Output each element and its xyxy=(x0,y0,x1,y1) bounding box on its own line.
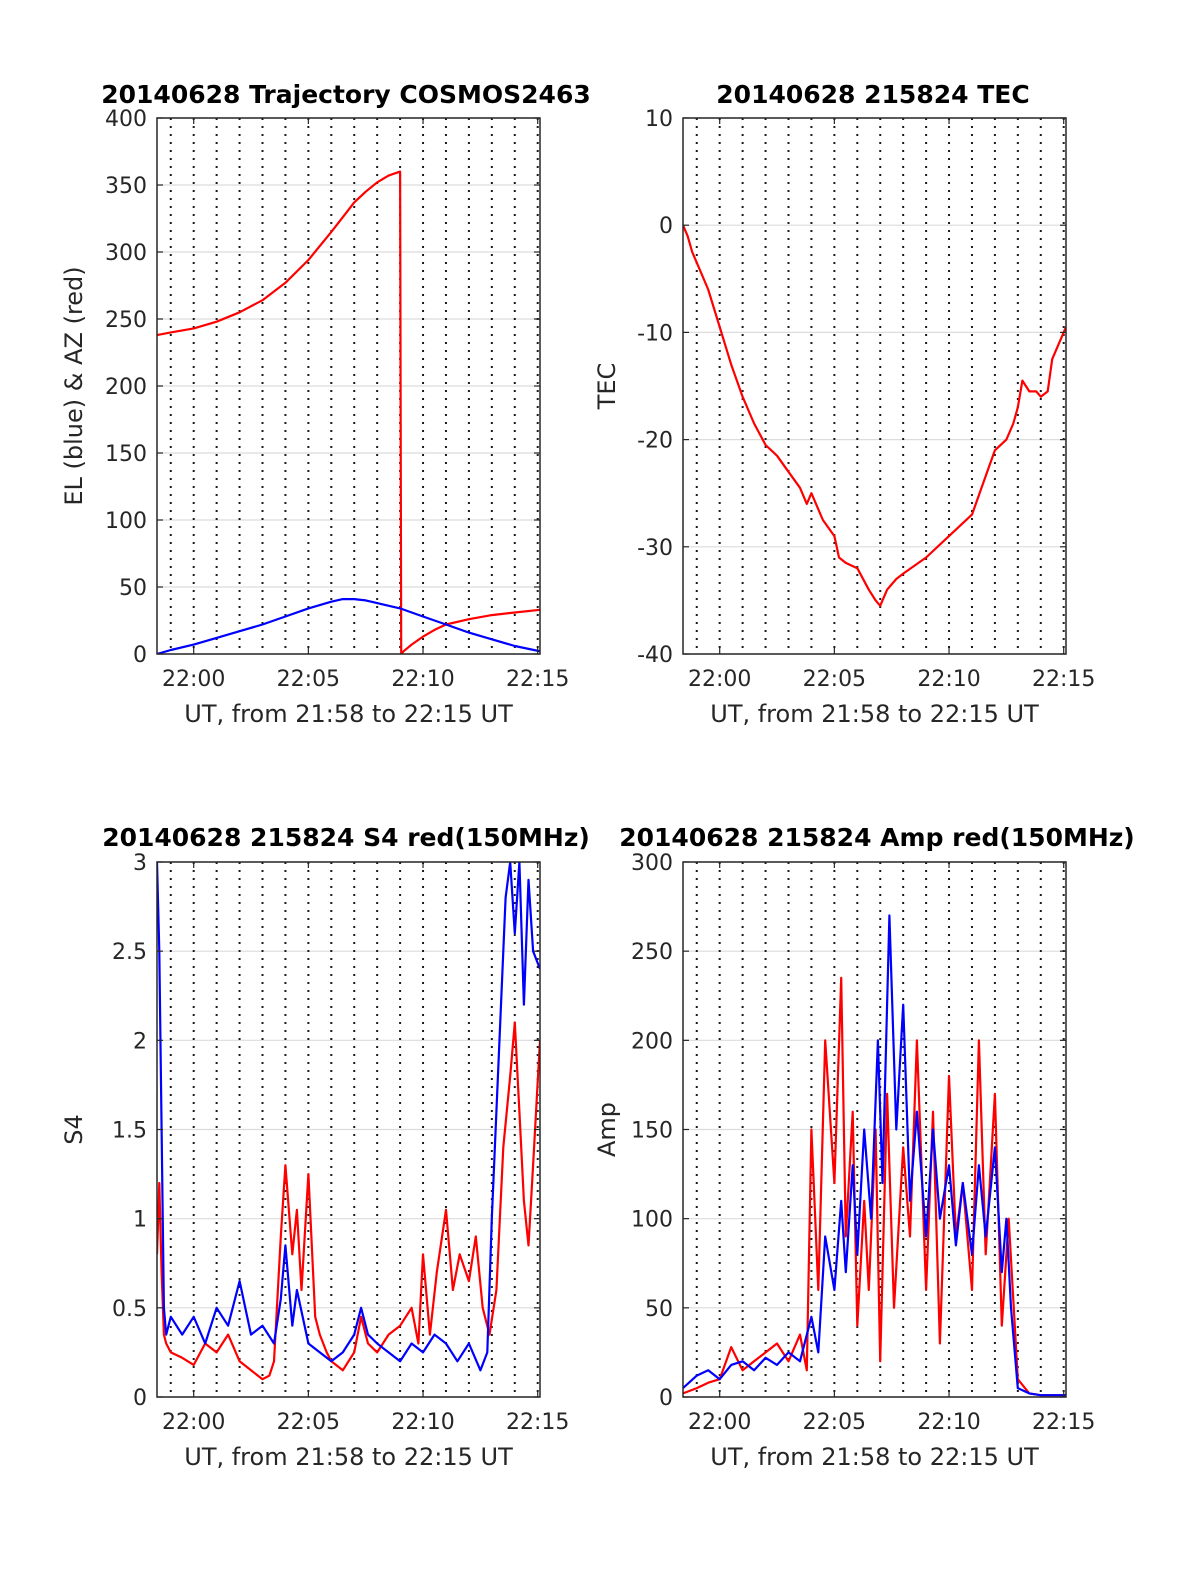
x-tick-label: 22:05 xyxy=(277,1410,340,1435)
y-tick-label: 50 xyxy=(119,576,147,601)
x-tick-label: 22:05 xyxy=(803,667,866,692)
y-axis-label: S4 xyxy=(60,1114,88,1145)
x-tick-label: 22:05 xyxy=(803,1410,866,1435)
y-tick-label: 100 xyxy=(105,509,147,534)
series-line-2 xyxy=(683,914,1066,1397)
series-line-1 xyxy=(157,170,540,654)
x-axis-label: UT, from 21:58 to 22:15 UT xyxy=(710,700,1039,728)
x-tick-label: 22:15 xyxy=(506,1410,569,1435)
chart-title: 20140628 215824 Amp red(150MHz) xyxy=(619,823,1135,852)
y-tick-label: 350 xyxy=(105,174,147,199)
chart-title: 20140628 215824 S4 red(150MHz) xyxy=(102,823,590,852)
y-tick-label: 200 xyxy=(105,375,147,400)
y-tick-label: 0 xyxy=(133,1386,147,1411)
y-tick-label: 150 xyxy=(631,1119,673,1144)
y-tick-label: 400 xyxy=(105,107,147,132)
y-tick-label: -10 xyxy=(637,321,673,346)
y-tick-label: 2 xyxy=(133,1029,147,1054)
x-tick-label: 22:00 xyxy=(688,667,751,692)
series-line-1 xyxy=(683,224,1066,607)
x-tick-label: 22:10 xyxy=(917,667,980,692)
x-tick-label: 22:00 xyxy=(162,667,225,692)
y-tick-label: 50 xyxy=(645,1297,673,1322)
x-tick-label: 22:05 xyxy=(277,667,340,692)
y-tick-label: 300 xyxy=(105,241,147,266)
x-axis-label: UT, from 21:58 to 22:15 UT xyxy=(184,700,513,728)
series-line-2 xyxy=(157,598,540,654)
y-tick-label: 0 xyxy=(659,1386,673,1411)
x-tick-label: 22:10 xyxy=(391,667,454,692)
y-tick-label: 10 xyxy=(645,107,673,132)
y-tick-label: 250 xyxy=(105,308,147,333)
y-axis-label: TEC xyxy=(593,363,621,411)
y-tick-label: 300 xyxy=(631,851,673,876)
y-tick-label: 150 xyxy=(105,442,147,467)
y-axis-label: Amp xyxy=(593,1102,621,1157)
series-line-2 xyxy=(157,862,540,1372)
series-line-1 xyxy=(683,976,1066,1397)
x-tick-label: 22:15 xyxy=(1032,1410,1095,1435)
x-tick-label: 22:00 xyxy=(162,1410,225,1435)
y-tick-label: -30 xyxy=(637,536,673,561)
y-tick-label: -20 xyxy=(637,429,673,454)
x-tick-label: 22:10 xyxy=(391,1410,454,1435)
y-tick-label: 0 xyxy=(659,214,673,239)
y-tick-label: 100 xyxy=(631,1208,673,1233)
chart-panel-2: -40 -30 -20 -10 0 10 22:00 22:05 22:10 22:15 UT, f… xyxy=(593,80,1095,728)
y-tick-label: 1 xyxy=(133,1208,147,1233)
y-tick-label: -40 xyxy=(637,643,673,668)
x-axis-label: UT, from 21:58 to 22:15 UT xyxy=(184,1443,513,1471)
y-tick-label: 2.5 xyxy=(112,940,147,965)
y-tick-label: 200 xyxy=(631,1029,673,1054)
chart-title: 20140628 215824 TEC xyxy=(716,80,1029,109)
y-axis-label: EL (blue) & AZ (red) xyxy=(60,266,88,505)
x-tick-label: 22:15 xyxy=(506,667,569,692)
y-tick-label: 0 xyxy=(133,643,147,668)
y-tick-label: 0.5 xyxy=(112,1297,147,1322)
chart-title: 20140628 Trajectory COSMOS2463 xyxy=(101,80,591,109)
plot-frame xyxy=(682,117,1067,655)
series-line-1 xyxy=(157,1021,540,1381)
y-tick-label: 3 xyxy=(133,851,147,876)
chart-panel-4: 0 50 100 150 200 250 300 22:00 22:05 22:10 22:15 UT… xyxy=(593,823,1135,1471)
y-tick-label: 1.5 xyxy=(112,1119,147,1144)
x-tick-label: 22:00 xyxy=(688,1410,751,1435)
x-tick-label: 22:10 xyxy=(917,1410,980,1435)
chart-panel-1: 0 50 100 150 200 250 300 350 400 22:00 22:05 22:10 2… xyxy=(60,80,591,728)
y-tick-label: 250 xyxy=(631,940,673,965)
x-tick-label: 22:15 xyxy=(1032,667,1095,692)
chart-panel-3: 0 0.5 1 1.5 2 2.5 3 22:00 22:05 22:10 22:15 UT, fro… xyxy=(60,823,590,1471)
x-axis-label: UT, from 21:58 to 22:15 UT xyxy=(710,1443,1039,1471)
